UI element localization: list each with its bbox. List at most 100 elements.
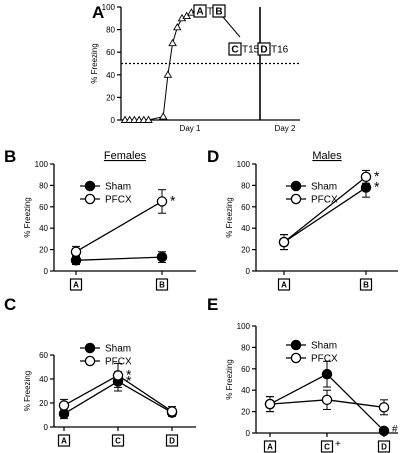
data-point-pfcx <box>378 402 390 413</box>
data-point-sham <box>156 251 168 263</box>
y-axis-label: % Freezing <box>23 197 32 237</box>
data-point-pfcx <box>166 406 178 417</box>
category-label: A <box>281 281 287 290</box>
y-tick-label: 0 <box>44 423 49 432</box>
y-tick-label: 100 <box>35 160 49 169</box>
connector-line <box>222 16 241 38</box>
chart-title: Males <box>312 150 342 162</box>
y-axis-label: % Freezing <box>90 43 99 83</box>
series-line-sham <box>75 256 163 261</box>
day-label: Day 2 <box>275 124 296 133</box>
legend-label: PFCX <box>105 357 132 368</box>
test-box-label: D <box>260 45 267 56</box>
category-box <box>57 434 71 447</box>
category-box <box>263 440 277 453</box>
y-tick-label: 40 <box>106 71 115 80</box>
significance-marker: * <box>374 179 380 195</box>
significance-marker: * <box>126 366 132 382</box>
legend-label: Sham <box>311 341 337 352</box>
data-point-sham <box>321 368 333 380</box>
data-point-pfcx <box>70 246 82 257</box>
data-point-triangle <box>158 112 168 120</box>
test-box <box>228 42 242 56</box>
chart-title: Females <box>104 150 147 162</box>
data-point-sham <box>360 182 372 193</box>
data-point-triangle <box>168 38 177 47</box>
data-point-sham <box>378 425 390 437</box>
test-box-label: A <box>196 7 203 18</box>
data-point-pfcx <box>360 171 372 183</box>
y-tick-label: 100 <box>102 3 116 12</box>
chart-panel-e: 0 20 40 60 80 100 % Freezing A C D # + Sham PFCX <box>225 322 398 453</box>
significance-marker: * <box>170 192 176 208</box>
category-label: D <box>381 443 387 452</box>
day-label: Day 1 <box>180 124 201 133</box>
panel-label-b: B <box>4 147 16 166</box>
legend-label: PFCX <box>105 195 132 206</box>
y-tick-label: 100 <box>237 322 251 331</box>
panel-label-e: E <box>207 295 218 314</box>
panel-label-c: C <box>4 295 16 314</box>
y-tick-label: 0 <box>44 267 49 276</box>
data-point-triangle <box>163 70 173 78</box>
series-line-sham <box>283 186 367 243</box>
category-box <box>69 278 83 291</box>
legend-label: Sham <box>105 344 131 355</box>
test-box-suffix: T16 <box>271 45 289 56</box>
data-point-pfcx <box>264 398 276 410</box>
y-tick-label: 20 <box>39 246 48 255</box>
significance-marker: # <box>392 424 398 435</box>
category-box <box>359 278 373 291</box>
data-point-sham <box>70 255 82 266</box>
y-tick-label: 0 <box>111 116 116 125</box>
y-tick-label: 60 <box>241 203 250 212</box>
legend-marker <box>84 342 96 354</box>
category-box <box>377 440 391 453</box>
y-tick-label: 60 <box>241 365 250 374</box>
legend-marker <box>290 339 302 351</box>
test-box-label: C <box>231 45 238 56</box>
legend-marker <box>84 193 96 205</box>
significance-marker: * <box>374 168 380 184</box>
legend-marker <box>290 352 302 364</box>
y-tick-label: 40 <box>39 224 48 233</box>
y-tick-label: 20 <box>39 399 48 408</box>
y-tick-label: 40 <box>241 224 250 233</box>
chart-panel-d: Males 0 20 40 60 80 100 % Freezing A B ** Sham PFCX <box>225 150 398 291</box>
category-label: A <box>73 281 79 290</box>
y-tick-label: 80 <box>39 181 48 190</box>
data-point-pfcx <box>112 370 124 381</box>
series-line <box>125 9 201 121</box>
y-tick-label: 40 <box>241 386 250 395</box>
category-box <box>155 278 169 291</box>
y-tick-label: 80 <box>241 181 250 190</box>
test-box <box>212 4 226 18</box>
y-tick-label: 20 <box>241 408 250 417</box>
y-axis-label: % Freezing <box>225 359 234 399</box>
series-line-pfcx <box>75 200 163 253</box>
series-line-pfcx <box>283 176 367 243</box>
y-tick-label: 0 <box>246 267 251 276</box>
test-box <box>257 42 271 56</box>
legend-marker <box>290 193 302 205</box>
legend-marker <box>84 355 96 367</box>
y-tick-label: 60 <box>106 48 115 57</box>
legend-label: PFCX <box>311 195 338 206</box>
category-box <box>320 440 334 453</box>
y-tick-label: 60 <box>39 203 48 212</box>
y-tick-label: 20 <box>106 93 115 102</box>
category-label: B <box>363 281 369 290</box>
category-label: A <box>267 443 273 452</box>
y-tick-label: 0 <box>246 429 251 438</box>
data-point-pfcx <box>156 196 168 207</box>
y-tick-label: 80 <box>106 26 115 35</box>
data-point-pfcx <box>321 394 333 406</box>
legend-marker <box>84 180 96 192</box>
y-tick-label: 100 <box>237 160 251 169</box>
category-label: D <box>169 437 175 446</box>
category-label: C <box>115 437 121 446</box>
test-box-label: B <box>215 7 222 18</box>
category-label: B <box>159 281 165 290</box>
category-box <box>165 434 179 447</box>
y-axis-label: % Freezing <box>23 371 32 411</box>
